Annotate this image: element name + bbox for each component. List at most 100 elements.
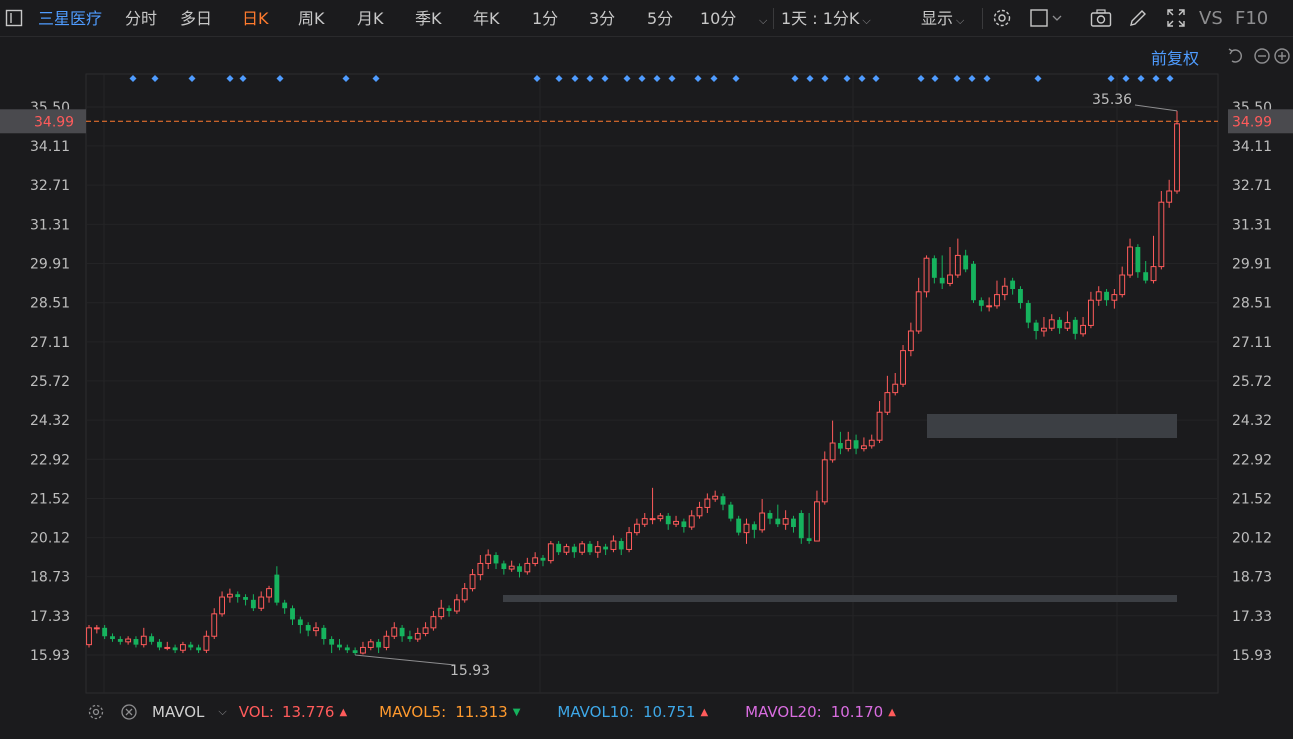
candle-body-down	[1135, 247, 1141, 273]
candle-body-up	[391, 627, 398, 637]
tab-3min[interactable]: 3分	[589, 9, 616, 28]
tab-daily-k[interactable]: 日K	[242, 9, 269, 28]
indicator-name[interactable]: MAVOL	[152, 703, 205, 721]
tab-10min[interactable]: 10分	[700, 9, 737, 28]
camera-icon[interactable]	[1089, 6, 1113, 30]
candle-body-up	[759, 512, 766, 531]
candle-body-down	[297, 619, 303, 626]
candle-body-up	[383, 635, 390, 648]
candle-body-up	[438, 607, 445, 618]
candle-body-down	[963, 255, 969, 270]
candle-body-up	[900, 350, 906, 385]
y-axis-left: 35.5034.1132.7131.3129.9128.5127.1125.72…	[0, 100, 1218, 664]
current-price-tag-left	[0, 109, 86, 134]
candle-body-down	[274, 574, 280, 603]
candle-body-up	[876, 411, 883, 441]
zoom-out-icon[interactable]	[1250, 44, 1274, 68]
candle-body-up	[422, 627, 429, 634]
candle-body-up	[915, 291, 922, 332]
candle-body-up	[743, 523, 750, 534]
y-tick-label-left: 17.33	[30, 609, 70, 625]
candle-body-up	[430, 616, 437, 629]
candle-body-up	[1048, 319, 1055, 329]
candle-body-down	[493, 555, 499, 564]
tab-weekly-k[interactable]: 周K	[298, 9, 325, 28]
candle-body-up	[140, 635, 147, 646]
candle-body-up	[453, 599, 460, 612]
mavol10-value: 10.751	[642, 703, 696, 721]
candles	[86, 110, 1180, 655]
candle-body-down	[775, 518, 781, 525]
candle-body-down	[791, 518, 796, 528]
compare-dropdown[interactable]: 1天 : 1分K ⌵	[781, 0, 871, 37]
pencil-icon[interactable]	[1126, 6, 1150, 30]
y-tick-label-right: 20.12	[1232, 531, 1272, 547]
vs-button[interactable]: VS	[1199, 8, 1223, 29]
signal-diamond	[623, 75, 631, 82]
candle-body-down	[978, 300, 984, 306]
candle-body-down	[250, 599, 256, 609]
candle-body-down	[282, 602, 288, 609]
signal-markers	[129, 75, 1174, 82]
fullscreen-icon[interactable]	[1164, 6, 1188, 30]
tab-fenshi[interactable]: 分时	[125, 9, 158, 28]
down-arrow-icon: ▼	[512, 706, 521, 718]
chevron-down-icon: ⌵	[862, 14, 871, 27]
gear-icon[interactable]	[990, 6, 1014, 30]
f10-button[interactable]: F10	[1235, 8, 1269, 29]
current-price-tag-right	[1228, 109, 1293, 134]
candle-body-down	[501, 563, 507, 570]
tab-duori[interactable]: 多日	[180, 9, 213, 28]
support-zone	[503, 595, 1177, 602]
y-tick-label-right: 24.32	[1232, 413, 1272, 429]
candle-body-up	[1087, 299, 1094, 326]
y-tick-label-right: 25.72	[1232, 374, 1272, 390]
tab-1min[interactable]: 1分	[532, 9, 559, 28]
candle-body-down	[556, 543, 562, 553]
y-tick-label-right: 34.11	[1232, 139, 1272, 155]
divider	[982, 8, 983, 29]
signal-diamond	[342, 75, 350, 82]
candle-body-up	[1080, 324, 1086, 335]
high-label: 35.36	[1092, 92, 1132, 108]
tab-quarterly-k[interactable]: 季K	[415, 9, 442, 28]
tab-yearly-k[interactable]: 年K	[473, 9, 500, 28]
candle-body-up	[821, 459, 828, 503]
stock-name[interactable]: 三星医疗	[38, 9, 103, 28]
candle-body-up	[360, 646, 366, 654]
y-tick-label-left: 20.12	[30, 531, 70, 547]
candle-body-down	[235, 594, 241, 598]
panel-icon[interactable]	[2, 6, 26, 30]
signal-diamond	[806, 75, 814, 82]
y-tick-label-right: 18.73	[1232, 570, 1272, 586]
signal-diamond	[968, 75, 976, 82]
signal-diamond	[571, 75, 579, 82]
y-tick-label-left: 34.11	[30, 139, 70, 155]
tab-monthly-k[interactable]: 月K	[357, 9, 384, 28]
candle-body-up	[461, 588, 468, 601]
tab-5min[interactable]: 5分	[647, 9, 674, 28]
settings-icon[interactable]	[86, 702, 106, 722]
y-tick-label-left: 22.92	[30, 452, 70, 468]
candle-body-down	[767, 513, 773, 519]
candle-body-up	[594, 546, 601, 553]
undo-icon[interactable]	[1224, 44, 1248, 68]
chevron-down-icon[interactable]: ⌵	[218, 705, 227, 718]
candle-body-up	[923, 257, 930, 293]
period-more-dropdown[interactable]: ⌵	[756, 0, 767, 37]
candle-body-up	[414, 632, 421, 640]
candle-body-up	[532, 557, 539, 564]
close-icon[interactable]	[119, 702, 139, 722]
square-dropdown-icon[interactable]	[1028, 6, 1068, 30]
candle-body-up	[485, 554, 492, 564]
signal-diamond	[188, 75, 196, 82]
candle-body-down	[751, 524, 757, 530]
candle-body-down	[1033, 322, 1039, 332]
display-dropdown[interactable]: 显示 ⌵	[921, 0, 964, 37]
candle-body-down	[603, 546, 609, 550]
adjust-mode-label[interactable]: 前复权	[1151, 49, 1200, 68]
signal-diamond	[694, 75, 702, 82]
zoom-in-icon[interactable]	[1272, 44, 1292, 68]
candle-body-up	[1001, 285, 1008, 296]
